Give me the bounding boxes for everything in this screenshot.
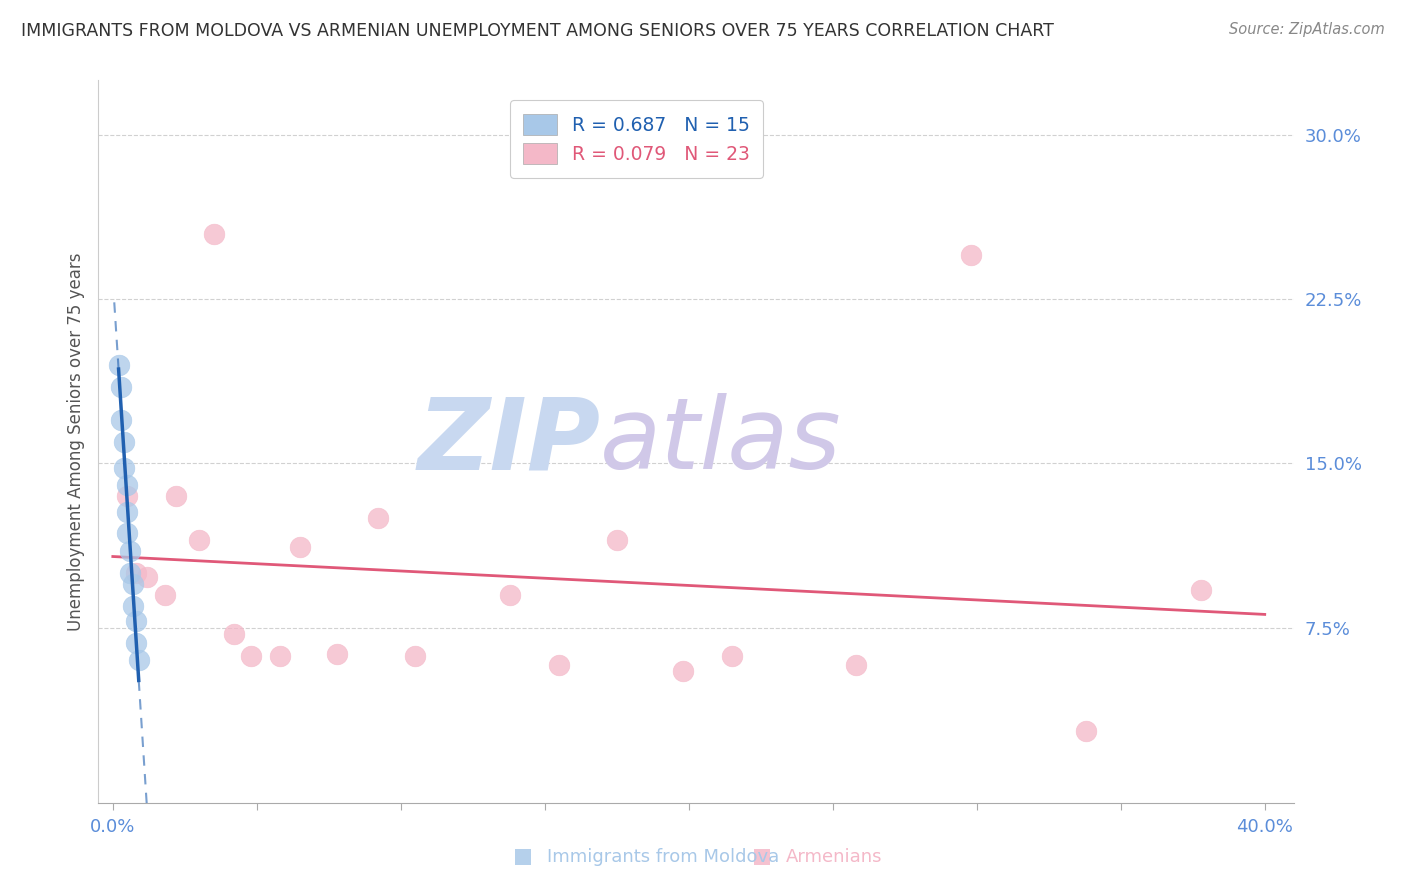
Point (1076, 723, 1098, 738)
Point (721, 649, 744, 664)
Point (222, 627, 245, 641)
Point (960, 248, 983, 262)
Point (112, 460, 135, 475)
Point (404, 649, 426, 664)
Point (115, 505, 138, 519)
Text: IMMIGRANTS FROM MOLDOVA VS ARMENIAN UNEMPLOYMENT AMONG SENIORS OVER 75 YEARS COR: IMMIGRANTS FROM MOLDOVA VS ARMENIAN UNEM… (21, 22, 1054, 40)
Point (499, 588, 522, 602)
Point (845, 657, 868, 672)
Point (188, 533, 211, 547)
Point (115, 489, 138, 503)
Text: ZIP: ZIP (418, 393, 600, 490)
Point (672, 665, 695, 679)
Point (367, 511, 389, 525)
Point (128, 653, 150, 667)
Point (240, 649, 263, 664)
Legend: R = 0.687   N = 15, R = 0.079   N = 23: R = 0.687 N = 15, R = 0.079 N = 23 (510, 101, 762, 178)
Point (153, 588, 176, 602)
Point (136, 570, 159, 584)
Y-axis label: Unemployment Among Seniors over 75 years: Unemployment Among Seniors over 75 years (66, 252, 84, 631)
Point (110, 412, 132, 426)
Point (288, 540, 311, 554)
Point (115, 478, 138, 492)
Point (1189, 583, 1212, 598)
Point (125, 636, 148, 650)
Text: Immigrants from Moldova: Immigrants from Moldova (547, 848, 779, 866)
Point (110, 380, 132, 394)
Text: atlas: atlas (600, 393, 842, 490)
Point (326, 647, 349, 661)
Text: Source: ZipAtlas.com: Source: ZipAtlas.com (1229, 22, 1385, 37)
Point (548, 657, 571, 672)
Point (112, 434, 135, 449)
Point (202, 227, 225, 241)
Text: Armenians: Armenians (786, 848, 882, 866)
Point (107, 358, 129, 372)
Point (125, 614, 148, 628)
Point (122, 599, 145, 613)
Point (606, 533, 628, 547)
Point (120, 544, 142, 558)
Point (269, 649, 291, 664)
Point (125, 566, 148, 580)
Point (120, 566, 142, 580)
Point (122, 577, 145, 591)
Point (165, 489, 187, 503)
Point (115, 526, 138, 541)
